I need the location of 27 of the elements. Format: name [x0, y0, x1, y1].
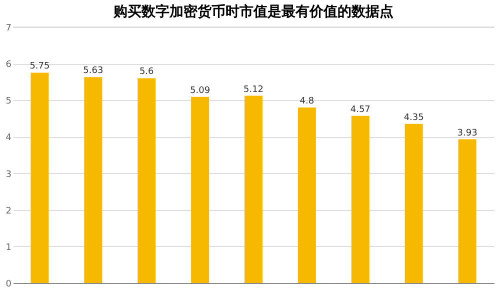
bar [84, 77, 102, 283]
bar [404, 124, 423, 283]
data-label: 5.12 [243, 84, 264, 95]
data-label: 4.35 [404, 112, 424, 123]
y-tick-label: 4 [6, 133, 12, 144]
bar [298, 107, 316, 283]
chart-title: 购买数字加密货币时市值是最有价值的数据点 [112, 3, 394, 20]
data-label: 4.8 [300, 96, 314, 106]
data-label: 5.6 [139, 67, 154, 78]
data-label: 5.75 [30, 62, 50, 72]
data-label: 3.93 [457, 128, 478, 138]
bar [244, 96, 262, 283]
data-label: 5.63 [83, 66, 104, 76]
bar [351, 116, 370, 283]
y-tick-label: 7 [6, 24, 12, 34]
bar [191, 96, 210, 283]
bar [138, 78, 156, 283]
data-label: 4.57 [350, 104, 370, 115]
bar [458, 139, 476, 283]
y-tick-label: 5 [6, 96, 12, 107]
y-tick-label: 6 [6, 60, 12, 70]
y-tick-label: 2 [6, 206, 12, 216]
y-tick-label: 1 [6, 242, 12, 253]
y-tick-label: 0 [6, 280, 12, 290]
data-label: 5.09 [190, 86, 210, 96]
y-tick-label: 3 [6, 170, 12, 180]
bar [30, 72, 49, 283]
